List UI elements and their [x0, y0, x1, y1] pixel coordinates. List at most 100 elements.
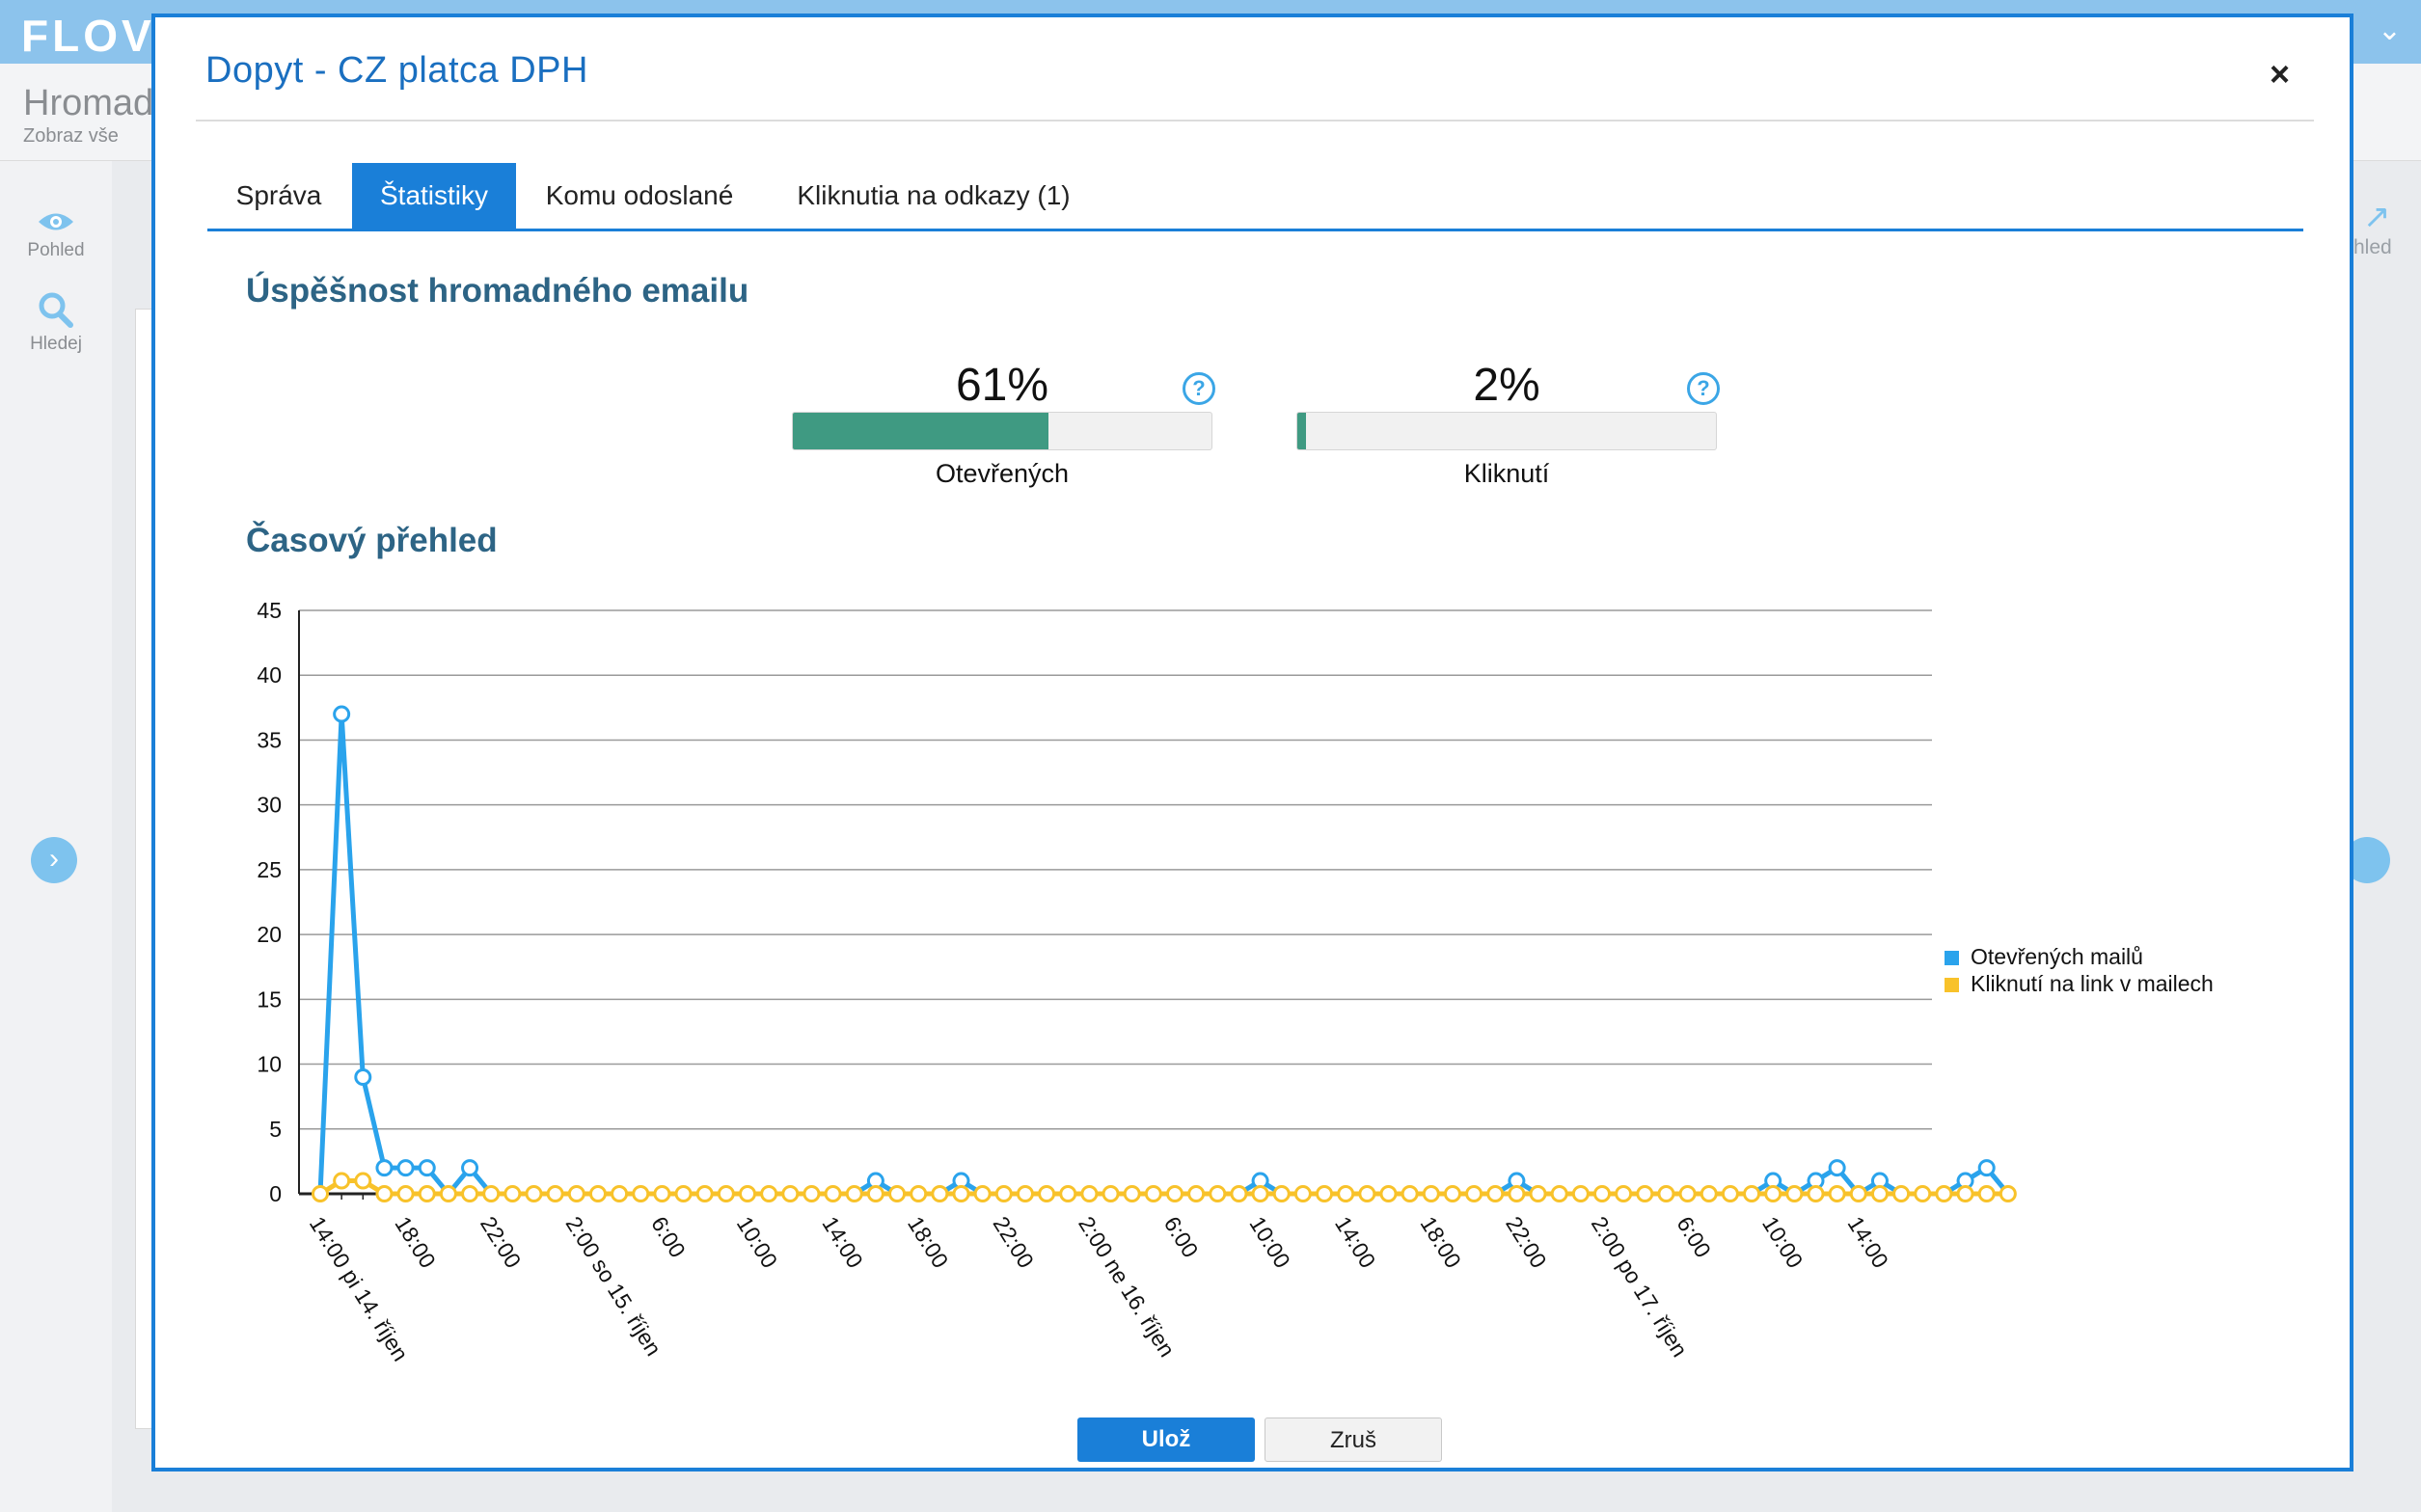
help-icon[interactable]: ?: [1183, 372, 1215, 405]
data-point: [1379, 1185, 1398, 1202]
statistics-dialog: Dopyt - CZ platca DPH × Správa Štatistik…: [151, 14, 2353, 1472]
tab-statistics[interactable]: Štatistiky: [352, 163, 516, 229]
x-tick-label: 14:00: [1843, 1212, 1894, 1273]
click-rate-progress-fill: [1297, 413, 1306, 449]
data-point: [1486, 1185, 1505, 1202]
open-rate-stat: 61% ? Otevřených: [792, 345, 1215, 500]
data-point: [375, 1159, 394, 1177]
legend-item-clicks[interactable]: Kliknutí na link v mailech: [1945, 970, 2214, 997]
legend-item-opened[interactable]: Otevřených mailů: [1945, 943, 2214, 970]
y-tick-label: 35: [257, 727, 282, 752]
data-point: [546, 1185, 564, 1202]
chevron-down-icon[interactable]: ⌄: [2377, 14, 2402, 46]
data-point: [1914, 1185, 1932, 1202]
data-point: [1293, 1185, 1312, 1202]
data-point: [1721, 1185, 1739, 1202]
x-tick-label: 10:00: [732, 1212, 783, 1273]
x-tick-label: 22:00: [476, 1212, 527, 1273]
y-tick-label: 30: [257, 793, 282, 818]
y-tick-label: 5: [269, 1117, 282, 1142]
data-point: [375, 1185, 394, 1202]
data-point: [653, 1185, 671, 1202]
data-point: [1529, 1185, 1547, 1202]
timeline-heading: Časový přehled: [246, 522, 498, 559]
open-rate-label: Otevřených: [935, 459, 1070, 488]
data-point: [1166, 1185, 1183, 1202]
data-point: [1807, 1185, 1825, 1202]
tab-link-clicks[interactable]: Kliknutia na odkazy (1): [797, 180, 1071, 210]
data-point: [461, 1159, 479, 1177]
data-point: [1316, 1185, 1334, 1202]
open-rate-progress: [792, 412, 1212, 450]
data-point: [1102, 1185, 1120, 1202]
data-point: [952, 1185, 970, 1202]
data-point: [739, 1185, 756, 1202]
data-point: [910, 1185, 928, 1202]
success-heading: Úspěšnost hromadného emailu: [246, 272, 749, 310]
data-point: [418, 1159, 436, 1177]
data-point: [333, 705, 351, 723]
data-point: [1187, 1185, 1206, 1202]
view-all-link[interactable]: Zobraz vše: [23, 125, 119, 147]
x-tick-label: 10:00: [1244, 1212, 1295, 1273]
data-point: [1956, 1185, 1974, 1202]
click-rate-stat: 2% ? Kliknutí: [1296, 345, 1720, 500]
data-point: [482, 1185, 501, 1202]
data-point: [1743, 1185, 1761, 1202]
data-point: [674, 1185, 693, 1202]
chart-legend: Otevřených mailů Kliknutí na link v mail…: [1945, 943, 2214, 997]
sidebar-item-search[interactable]: Hledej: [0, 291, 112, 355]
x-tick-label: 14:00: [1330, 1212, 1381, 1273]
click-rate-value: 2%: [1473, 360, 1540, 411]
x-tick-label: 2:00 so 15. říjen: [561, 1212, 666, 1361]
data-point: [1016, 1185, 1034, 1202]
chevron-right-icon[interactable]: ›: [31, 837, 77, 883]
save-button[interactable]: Ulož: [1077, 1418, 1255, 1462]
click-rate-label: Kliknutí: [1463, 459, 1550, 488]
legend-label: Kliknutí na link v mailech: [1971, 971, 2214, 996]
x-tick-label: 2:00 ne 16. říjen: [1074, 1212, 1180, 1362]
data-point: [1209, 1185, 1227, 1202]
y-tick-label: 15: [257, 986, 282, 1012]
data-point: [802, 1185, 821, 1202]
click-rate-progress: [1296, 412, 1717, 450]
data-point: [888, 1185, 907, 1202]
x-tick-label: 14:00: [817, 1212, 868, 1273]
data-point: [1593, 1185, 1611, 1202]
y-tick-label: 40: [257, 662, 282, 688]
cancel-button[interactable]: Zruš: [1265, 1418, 1442, 1462]
data-point: [1785, 1185, 1804, 1202]
data-point: [1828, 1185, 1846, 1202]
sidebar-item-preview[interactable]: ↗ hled: [2353, 198, 2392, 259]
legend-swatch: [1945, 978, 1959, 992]
page-title: Hromad: [23, 83, 154, 123]
data-point: [781, 1185, 800, 1202]
tab-message[interactable]: Správa: [235, 180, 322, 210]
data-point: [1828, 1159, 1846, 1177]
data-point: [717, 1185, 735, 1202]
data-point: [1337, 1185, 1355, 1202]
data-point: [418, 1185, 436, 1202]
series-line: [317, 712, 2010, 1197]
data-point: [1700, 1185, 1718, 1202]
data-point: [994, 1185, 1013, 1202]
x-tick-label: 18:00: [903, 1212, 954, 1273]
dialog-title: Dopyt - CZ platca DPH: [205, 50, 588, 91]
y-tick-label: 20: [257, 922, 282, 947]
data-point: [1657, 1185, 1675, 1202]
data-point: [1443, 1185, 1461, 1202]
data-point: [1977, 1159, 1996, 1177]
data-point: [1230, 1185, 1248, 1202]
data-point: [1508, 1185, 1526, 1202]
tab-recipients[interactable]: Komu odoslané: [545, 180, 734, 210]
data-point: [439, 1185, 457, 1202]
data-point: [503, 1185, 522, 1202]
sidebar-item-view[interactable]: Pohled: [0, 209, 112, 261]
close-icon[interactable]: ×: [2269, 54, 2290, 94]
data-point: [1144, 1185, 1162, 1202]
help-icon[interactable]: ?: [1687, 372, 1720, 405]
data-point: [1059, 1185, 1077, 1202]
divider: [196, 120, 2314, 122]
data-point: [611, 1185, 629, 1202]
data-point: [588, 1185, 607, 1202]
